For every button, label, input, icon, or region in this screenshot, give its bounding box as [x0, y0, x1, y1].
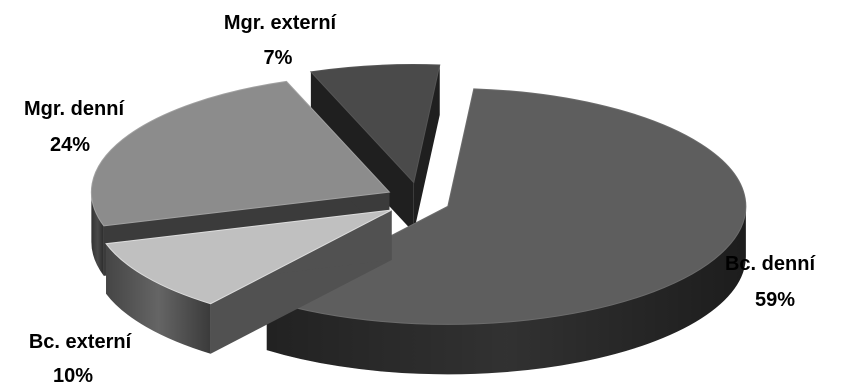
- slice-value-mgr-externi: 7%: [264, 47, 293, 69]
- slice-bc-externi: [105, 209, 392, 354]
- slice-wall-shade-bc-denni: [266, 206, 746, 375]
- slice-top-bc-externi: [105, 209, 392, 305]
- slice-wall-shade-bc-externi: [106, 243, 211, 354]
- slice-top-mgr-externi: [309, 64, 441, 184]
- slice-value-bc-externi: 10%: [53, 365, 93, 387]
- slices-layer: [90, 64, 747, 375]
- slice-bc-denni: [265, 88, 747, 375]
- slice-label-bc-externi: Bc. externí: [29, 331, 133, 353]
- slice-value-mgr-denni: 24%: [50, 134, 90, 156]
- slice-value-bc-denni: 59%: [755, 289, 795, 311]
- slice-top-bc-denni: [265, 88, 747, 325]
- labels-layer: Bc. denní 59% Bc. externí 10% Mgr. denní…: [24, 12, 816, 387]
- slice-label-mgr-externi: Mgr. externí: [224, 12, 338, 34]
- slice-top-mgr-denni: [90, 80, 391, 227]
- slice-label-mgr-denni: Mgr. denní: [24, 98, 125, 120]
- slice-label-bc-denni: Bc. denní: [725, 253, 816, 275]
- slice-side-face-mgr-externi: [413, 65, 440, 233]
- slice-wall-shade-mgr-denni: [91, 192, 104, 276]
